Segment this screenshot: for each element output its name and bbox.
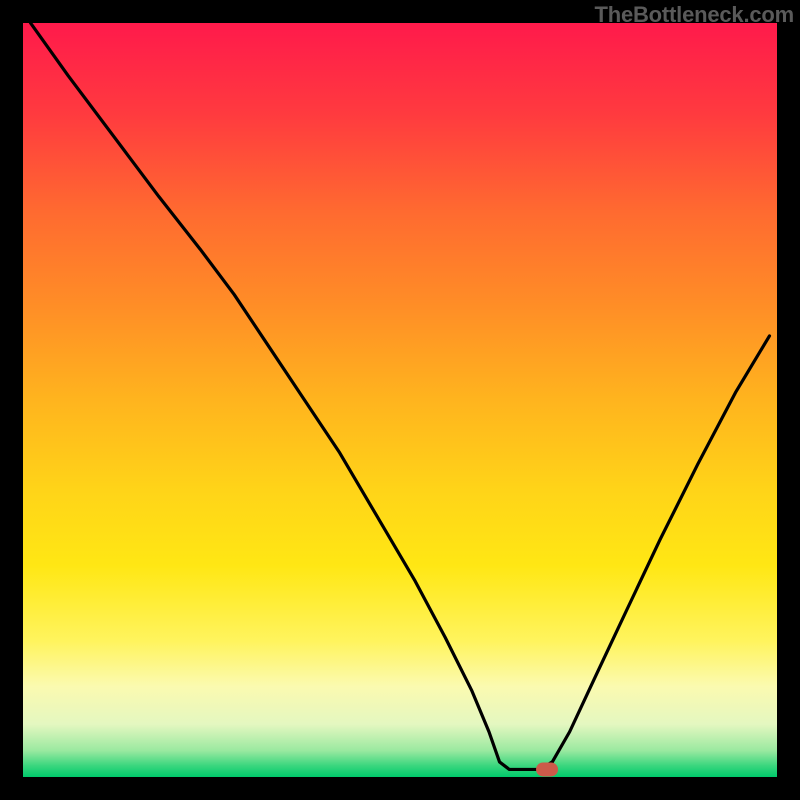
chart-frame: TheBottleneck.com	[0, 0, 800, 800]
attribution-text: TheBottleneck.com	[594, 2, 794, 28]
gradient-chart	[23, 23, 777, 777]
optimal-marker	[536, 762, 558, 776]
plot-area	[23, 23, 777, 777]
gradient-background	[23, 23, 777, 777]
